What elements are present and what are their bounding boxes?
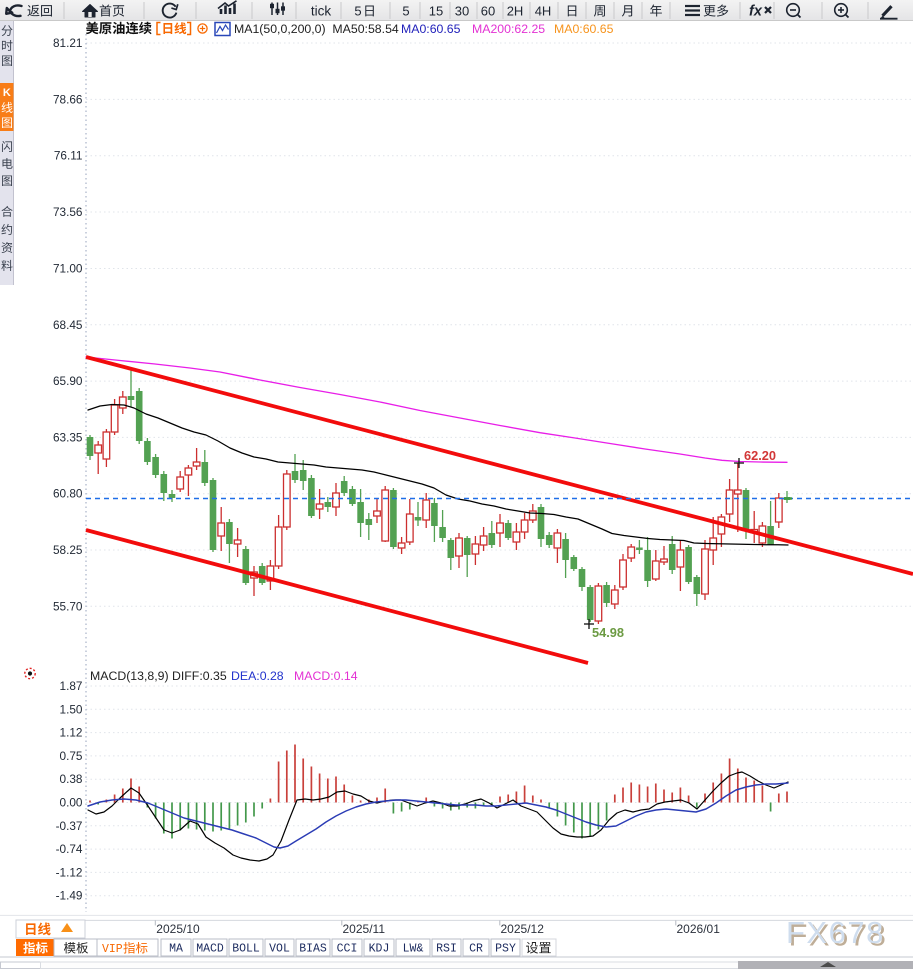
svg-text:PSY: PSY [495,943,516,956]
svg-text:0.38: 0.38 [60,772,83,786]
svg-text:CR: CR [469,943,483,956]
svg-text:-0.37: -0.37 [56,819,83,833]
svg-text:0.75: 0.75 [60,749,83,763]
svg-text:BOLL: BOLL [232,943,260,956]
svg-text:DEA:0.28: DEA:0.28 [231,669,284,683]
svg-text:MA0:60.65: MA0:60.65 [401,22,461,36]
svg-text:5: 5 [402,4,409,19]
svg-text:81.21: 81.21 [53,36,83,50]
svg-text:58.25: 58.25 [53,543,83,557]
svg-text:62.20: 62.20 [744,448,776,463]
svg-text:KDJ: KDJ [369,943,390,956]
svg-text:15: 15 [429,4,443,19]
svg-text:MACD(13,8,9) DIFF:0.35: MACD(13,8,9) DIFF:0.35 [90,669,227,683]
svg-text:2025/10: 2025/10 [156,922,200,936]
svg-text:K: K [3,87,11,99]
svg-text:1.87: 1.87 [60,679,83,693]
svg-text:MA: MA [169,943,183,956]
svg-text:2H: 2H [507,4,524,19]
svg-text:VIP: VIP [102,943,123,956]
svg-text:30: 30 [455,4,469,19]
svg-text:2025/11: 2025/11 [343,922,386,936]
svg-text:54.98: 54.98 [592,625,624,640]
svg-text:MACD: MACD [196,943,224,956]
svg-text:LW&: LW& [403,943,424,956]
svg-text:1.12: 1.12 [60,726,83,740]
svg-text:RSI: RSI [436,943,457,956]
svg-text:63.35: 63.35 [53,430,83,444]
svg-text:71.00: 71.00 [53,262,83,276]
svg-text:73.56: 73.56 [53,205,83,219]
svg-text:MACD:0.14: MACD:0.14 [294,669,358,683]
svg-text:1.50: 1.50 [60,702,83,716]
svg-text:BIAS: BIAS [299,943,327,956]
svg-text:0.00: 0.00 [60,796,83,810]
svg-text:68.45: 68.45 [53,318,83,332]
svg-text:-1.12: -1.12 [56,865,83,879]
svg-text:FX678: FX678 [786,915,885,950]
svg-text:VOL: VOL [269,943,290,956]
svg-text:60.80: 60.80 [53,487,83,501]
svg-text:tick: tick [311,4,332,19]
svg-text:78.66: 78.66 [53,92,83,106]
svg-text:4H: 4H [535,4,552,19]
svg-text:-0.74: -0.74 [56,842,83,856]
svg-text:FX678: FX678 [789,918,888,953]
svg-text:2025/12: 2025/12 [501,922,545,936]
svg-text:55.70: 55.70 [53,599,83,613]
svg-text:MA1(50,0,200,0) MA50:58.54: MA1(50,0,200,0) MA50:58.54 [234,22,399,36]
svg-text:MA200:62.25: MA200:62.25 [472,22,545,36]
svg-text:fx: fx [749,4,763,20]
svg-text:2026/01: 2026/01 [677,922,721,936]
svg-text:5: 5 [354,4,361,19]
svg-text:CCI: CCI [337,943,358,956]
svg-text:76.11: 76.11 [54,149,83,163]
svg-text:65.90: 65.90 [53,374,83,388]
svg-text:60: 60 [481,4,495,19]
svg-text:MA0:60.65: MA0:60.65 [554,22,614,36]
svg-text:-1.49: -1.49 [56,889,83,903]
